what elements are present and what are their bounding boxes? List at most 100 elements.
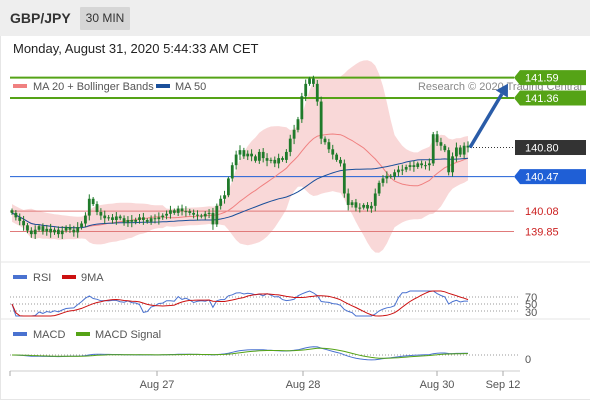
candle-body [377,182,381,194]
candle-body [26,225,29,231]
candle-body [196,214,199,216]
candle-body [296,119,300,130]
candle [242,147,246,159]
candle [49,223,53,238]
candle [172,208,176,215]
candle-body [99,212,103,216]
candle [431,131,435,166]
candle-body [49,228,53,233]
candle-body [95,204,99,213]
candle [176,205,180,217]
candle [261,148,265,163]
candle-body [443,145,447,151]
candle [56,226,60,238]
candle-body [273,159,277,164]
candle [315,79,319,106]
candle [265,153,269,167]
candle-body [192,212,196,215]
candle [138,213,141,224]
candle [439,137,443,151]
candle [269,157,273,164]
candle [284,149,288,163]
candle-body [431,134,435,164]
candle-body [424,165,427,167]
candle [366,202,369,212]
candle [64,225,68,233]
candle-body [60,230,64,235]
candle-body [10,210,14,213]
candle-body [215,205,219,225]
rsi-tick-70: 70 [525,292,537,304]
candle [362,203,366,210]
macd-tick-0: 0 [525,354,531,366]
level-labels: 141.59 141.36 140.47 140.08 139.85 [514,70,586,238]
candle [458,145,462,158]
candle [114,212,118,225]
candle [188,208,192,216]
candle-body [68,227,72,230]
bollinger-band-area [12,60,468,253]
candle-body [242,150,246,157]
candlesticks [10,75,470,239]
candle [400,164,404,176]
candle [99,208,103,220]
candle [354,198,358,212]
toolbar: GBP/JPY 30 MIN [0,0,590,36]
level-badge-shape [514,70,586,86]
candle-body [72,229,76,233]
candle-body [122,218,126,223]
candle-body [315,83,319,102]
candle-body [354,202,358,208]
candle [257,149,261,164]
level-badge-resistance: 141.36 [514,90,586,106]
candle-body [327,142,331,150]
candle [292,124,296,145]
candle [327,138,331,153]
candle-body [91,198,95,205]
candle-body [427,163,431,166]
candle [149,215,153,225]
candle [29,227,33,238]
candle [381,175,385,187]
candle-body [265,158,269,161]
candle [350,200,354,208]
candle [424,161,427,170]
bollinger-bands [12,60,468,253]
candle-body [145,219,149,222]
candle [76,222,80,238]
candle [389,174,393,179]
candle [308,76,311,86]
candle-body [211,212,215,225]
candle [230,162,234,182]
candle [346,188,350,211]
candle-body [335,154,339,160]
candle-body [397,169,400,173]
candle-body [138,217,141,220]
timeframe-button[interactable]: 30 MIN [80,7,130,30]
candle-body [455,147,458,157]
candle-body [172,210,176,213]
rsi-ma-line [11,290,469,317]
candle [111,213,114,224]
candle [462,142,466,159]
candle [157,212,161,225]
candle [122,215,126,226]
candle-body [261,151,265,159]
candle-body [53,229,56,233]
rsi-ma-legend-swatch [62,275,76,279]
candle-body [393,172,396,177]
candle-body [358,207,362,209]
candle-body [288,138,292,152]
candle [153,214,157,224]
candle-body [165,213,168,216]
candle [420,160,424,169]
candle [377,180,381,197]
candle-body [319,101,323,139]
candle-body [149,218,153,222]
candle-body [250,153,253,157]
candle-body [381,178,385,183]
x-tick-aug30: Aug 30 [420,379,455,391]
candle [404,164,408,173]
candle-body [157,217,161,220]
candle-body [246,153,250,157]
